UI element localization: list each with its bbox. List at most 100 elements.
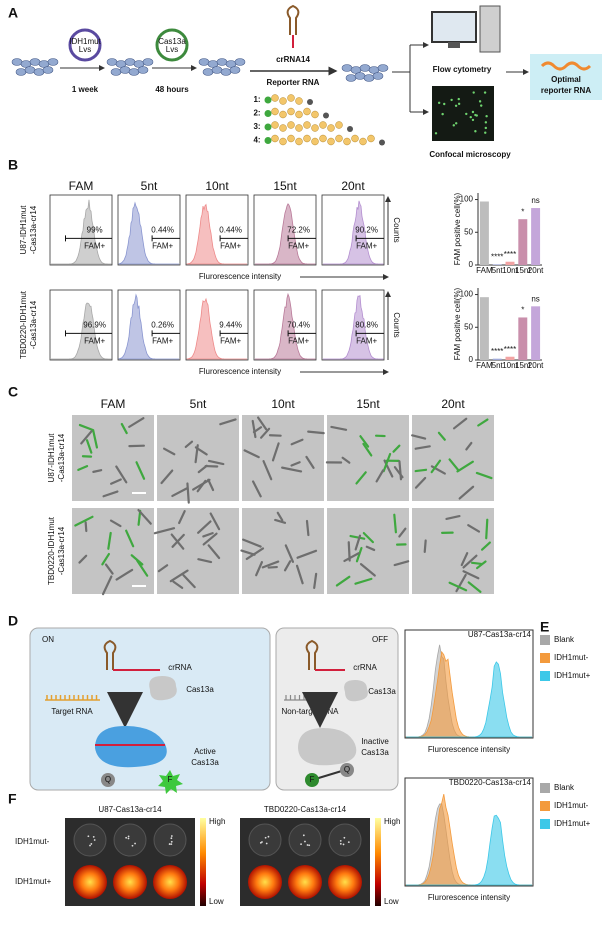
bead — [303, 107, 311, 116]
column-header: 5nt — [141, 179, 158, 193]
confocal-dot — [434, 132, 438, 135]
cell-outline — [462, 554, 478, 569]
label: Cas13a — [191, 758, 219, 767]
percent-label: 0.44% — [151, 226, 174, 235]
cell — [42, 66, 54, 74]
label: Target RNA — [51, 707, 93, 716]
tower — [479, 5, 501, 53]
confocal-dot — [483, 91, 487, 94]
axis-label: FAM positive cell(%) — [453, 192, 462, 265]
confocal-dot — [484, 121, 488, 124]
histogram — [51, 199, 112, 265]
well-dot — [89, 844, 91, 847]
label: Non-target RNA — [282, 707, 340, 716]
label: F — [168, 775, 173, 784]
cell-outline — [257, 416, 268, 431]
gate-label: FAM+ — [288, 337, 309, 346]
confocal-dot — [471, 110, 475, 114]
well-signal — [328, 865, 362, 899]
column-header: 10nt — [271, 397, 295, 411]
y-tick-label: 100 — [460, 195, 474, 204]
legend-swatch — [540, 801, 550, 811]
bead — [295, 110, 303, 119]
confocal-dot — [472, 91, 475, 94]
confocal-dot — [457, 97, 460, 101]
result-box — [530, 54, 602, 100]
cell-outline — [182, 574, 196, 589]
cell — [202, 68, 214, 76]
cell-outline — [276, 511, 284, 522]
gate — [65, 330, 112, 337]
gate-label: FAM+ — [152, 337, 173, 346]
bead — [287, 134, 295, 143]
well — [153, 823, 187, 857]
row-label: -Cas13a-cr14 — [29, 205, 38, 254]
fluor-burst — [158, 770, 183, 794]
legend-swatch — [540, 783, 550, 793]
cell-outline — [437, 431, 446, 441]
axis-label: Counts — [392, 217, 401, 242]
bead — [367, 134, 375, 143]
gate-label: FAM+ — [152, 242, 173, 251]
label: Q — [105, 775, 111, 784]
cell-outline — [343, 552, 360, 563]
bead — [287, 107, 295, 116]
y-tick-label: 50 — [464, 322, 473, 331]
cell-outline — [267, 565, 278, 569]
well — [73, 823, 107, 857]
label: crRNA — [353, 663, 377, 672]
legend-label: IDH1mut- — [554, 801, 589, 810]
histogram — [406, 661, 532, 738]
bead — [319, 121, 327, 129]
inactive-cas13a — [298, 728, 357, 766]
legend-label: IDH1mut+ — [554, 671, 591, 680]
cell-outline — [251, 419, 257, 439]
cell-outline — [184, 440, 194, 449]
well-dot — [170, 835, 173, 837]
confocal-dot — [437, 101, 441, 105]
x-tick-label: FAM — [476, 266, 493, 275]
gate — [65, 235, 112, 242]
histogram — [323, 295, 384, 360]
percent-label: 70.4% — [287, 321, 310, 330]
well-dot — [90, 843, 93, 845]
label: Optimal — [551, 75, 581, 84]
x-tick-label: FAM — [476, 361, 493, 370]
cell-outline — [137, 508, 152, 525]
gate-label: FAM+ — [84, 242, 105, 251]
active-cas13a — [95, 726, 167, 768]
gate-label: FAM+ — [220, 337, 241, 346]
cell-outline — [485, 518, 489, 540]
cell-outline — [77, 465, 89, 472]
histogram — [186, 297, 247, 360]
column-header: 15nt — [273, 179, 297, 193]
legend-swatch — [540, 819, 550, 829]
plasmid — [68, 28, 102, 62]
well-signal — [113, 865, 147, 899]
cell — [211, 66, 223, 74]
confocal-dot — [465, 112, 468, 116]
cell-outline — [207, 478, 215, 492]
cell-outline — [74, 515, 94, 527]
cell — [119, 66, 131, 74]
gate — [219, 330, 248, 337]
panel-label: A — [8, 5, 18, 21]
cell-outline — [414, 468, 428, 473]
well-dot — [267, 835, 270, 838]
cell-outline — [467, 524, 481, 533]
confocal-dot — [443, 102, 446, 106]
bar — [492, 264, 502, 265]
x-tick-label: 10nt — [502, 266, 518, 275]
cell-outline — [172, 580, 184, 590]
bead — [319, 134, 327, 143]
on-box — [29, 627, 271, 791]
color-scale — [200, 818, 206, 906]
well-dot — [125, 836, 128, 839]
cell-outline — [78, 554, 88, 564]
legend-swatch — [540, 635, 550, 645]
percent-label: 0.26% — [151, 321, 174, 330]
panel-label: D — [8, 613, 18, 629]
bead — [279, 97, 287, 105]
histogram — [118, 201, 179, 265]
quencher — [379, 139, 385, 146]
